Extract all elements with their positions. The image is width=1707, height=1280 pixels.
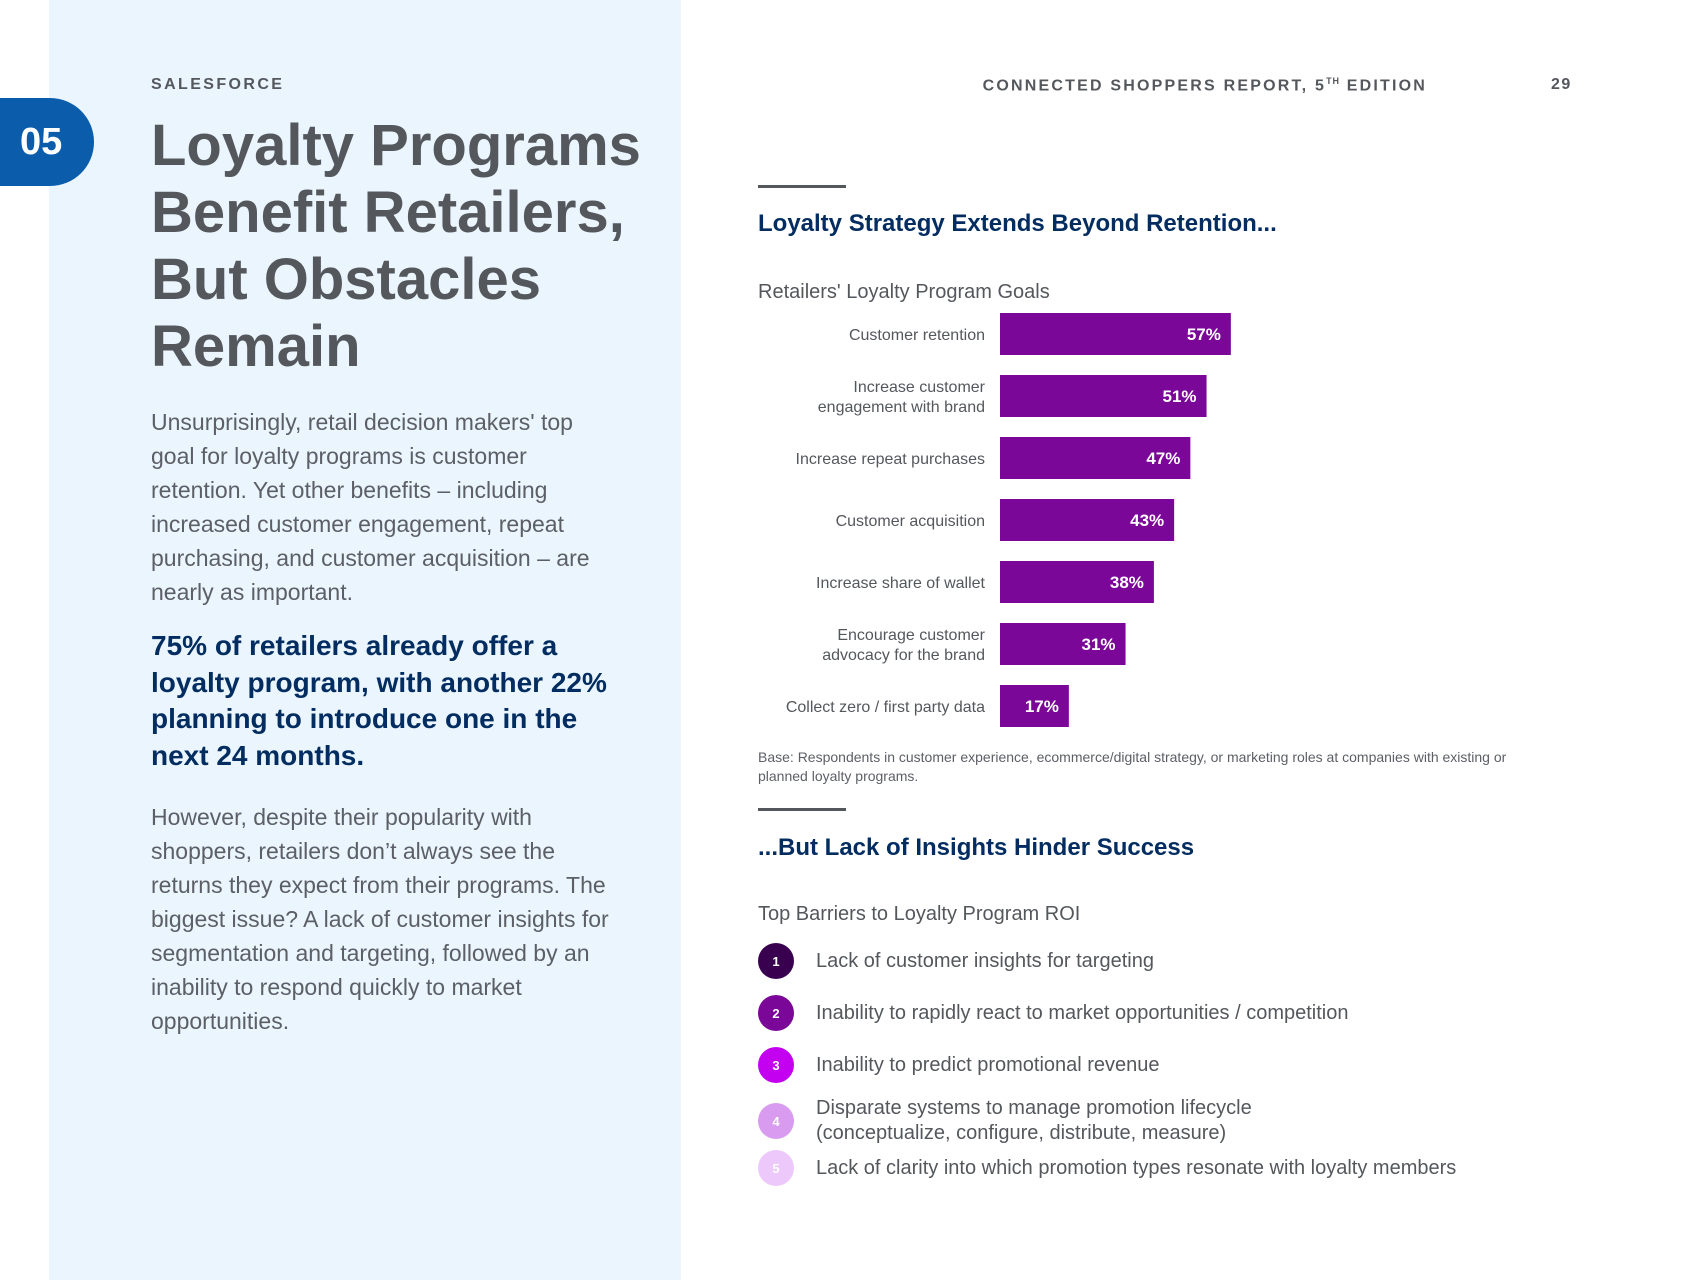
section-heading-goals: Loyalty Strategy Extends Beyond Retentio…: [758, 210, 1277, 237]
left-panel: [49, 0, 681, 1280]
chart-bar: [1000, 561, 1154, 603]
barrier-item: 5 Lack of clarity into which promotion ty…: [758, 1150, 1456, 1186]
chart-category-label: Increase customer: [853, 379, 985, 396]
chart-category-label: Collect zero / first party data: [786, 699, 985, 716]
chart-value-label: 38%: [1110, 573, 1144, 592]
chart-bar: [1000, 623, 1126, 665]
rank-badge: 2: [758, 995, 794, 1031]
section-heading-barriers: ...But Lack of Insights Hinder Success: [758, 834, 1195, 861]
chart-bar: [1000, 375, 1207, 417]
chart-value-label: 47%: [1146, 449, 1180, 468]
loyalty-goals-bar-chart: 57% Customer retention 51% Increase custome…: [786, 313, 1231, 727]
section-number-badge: 05: [0, 98, 94, 186]
barrier-text: Disparate systems to manage promotion li…: [816, 1097, 1252, 1144]
report-title: CONNECTED SHOPPERS REPORT, 5TH EDITION: [982, 76, 1427, 95]
rank-badge: 5: [758, 1150, 794, 1186]
highlight-statistic: 75% of retailers already offer a loyalty…: [151, 630, 607, 771]
barrier-item: 1 Lack of customer insights for targeting: [758, 943, 1154, 979]
chart-category-label: Customer acquisition: [836, 513, 985, 530]
base-note: Base: Respondents in customer experience…: [758, 749, 1507, 784]
page-number: 29: [1551, 76, 1572, 93]
rank-badge: 1: [758, 943, 794, 979]
barrier-item: 4 Disparate systems to manage promotion l…: [758, 1096, 1252, 1146]
chart-value-label: 17%: [1025, 697, 1059, 716]
section-divider: [758, 185, 846, 188]
rank-badge: 4: [758, 1103, 794, 1139]
chart-value-label: 43%: [1130, 511, 1164, 530]
intro-paragraph: Unsurprisingly, retail decision makers' …: [151, 409, 590, 605]
rank-badge: 3: [758, 1047, 794, 1083]
barriers-list-title: Top Barriers to Loyalty Program ROI: [758, 903, 1081, 925]
chart-value-label: 57%: [1187, 325, 1221, 344]
barrier-item: 2 Inability to rapidly react to market op…: [758, 995, 1348, 1031]
barrier-text: Inability to rapidly react to market opp…: [816, 1001, 1349, 1024]
chart-category-label: Increase repeat purchases: [796, 451, 985, 468]
chart-bar: [1000, 499, 1175, 541]
chart-category-label: advocacy for the brand: [822, 647, 985, 664]
barrier-item: 3 Inability to predict promotional revenu…: [758, 1047, 1160, 1083]
brand-label: SALESFORCE: [151, 76, 285, 93]
chart-value-label: 51%: [1163, 387, 1197, 406]
chart-bar: [1000, 685, 1069, 727]
chart-bar: [1000, 437, 1191, 479]
chart-bar: [1000, 313, 1231, 355]
chart-category-label: Increase share of wallet: [816, 575, 986, 592]
closing-paragraph: However, despite their popularity with s…: [151, 804, 609, 1034]
barrier-text: Lack of customer insights for targeting: [816, 949, 1154, 972]
barrier-text: Inability to predict promotional revenue: [816, 1053, 1160, 1076]
chart-category-label: engagement with brand: [818, 399, 985, 416]
chart-category-label: Customer retention: [849, 327, 985, 344]
chart-title: Retailers' Loyalty Program Goals: [758, 281, 1050, 303]
section-divider: [758, 808, 846, 811]
barrier-text: Lack of clarity into which promotion typ…: [816, 1156, 1457, 1179]
chart-category-label: Encourage customer: [837, 627, 985, 644]
chart-value-label: 31%: [1082, 635, 1116, 654]
page-title: Loyalty Programs Benefit Retailers, But …: [151, 113, 641, 379]
